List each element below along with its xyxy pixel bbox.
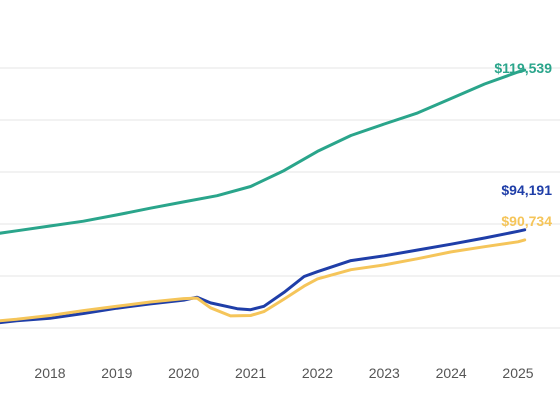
x-axis-ticks: 2018 2019 2020 2021 2022 2023 2024 2025: [34, 365, 533, 381]
gridlines: [0, 67, 560, 329]
x-tick-label: 2018: [34, 365, 65, 381]
x-tick-label: 2024: [436, 365, 467, 381]
x-tick-label: 2020: [168, 365, 199, 381]
x-tick-label: 2023: [369, 365, 400, 381]
x-tick-label: 2025: [502, 365, 533, 381]
series-lines: [0, 68, 527, 325]
x-tick-label: 2021: [235, 365, 266, 381]
x-tick-label: 2022: [302, 365, 333, 381]
series-line-1: [0, 228, 527, 325]
end-labels: $119,539 $94,191 $90,734: [494, 60, 552, 229]
end-value-label: $94,191: [501, 182, 552, 198]
x-tick-label: 2019: [101, 365, 132, 381]
series-line-2: [0, 238, 527, 323]
end-value-label: $90,734: [501, 213, 552, 229]
end-value-label: $119,539: [494, 60, 552, 76]
series-line-0: [0, 68, 527, 235]
